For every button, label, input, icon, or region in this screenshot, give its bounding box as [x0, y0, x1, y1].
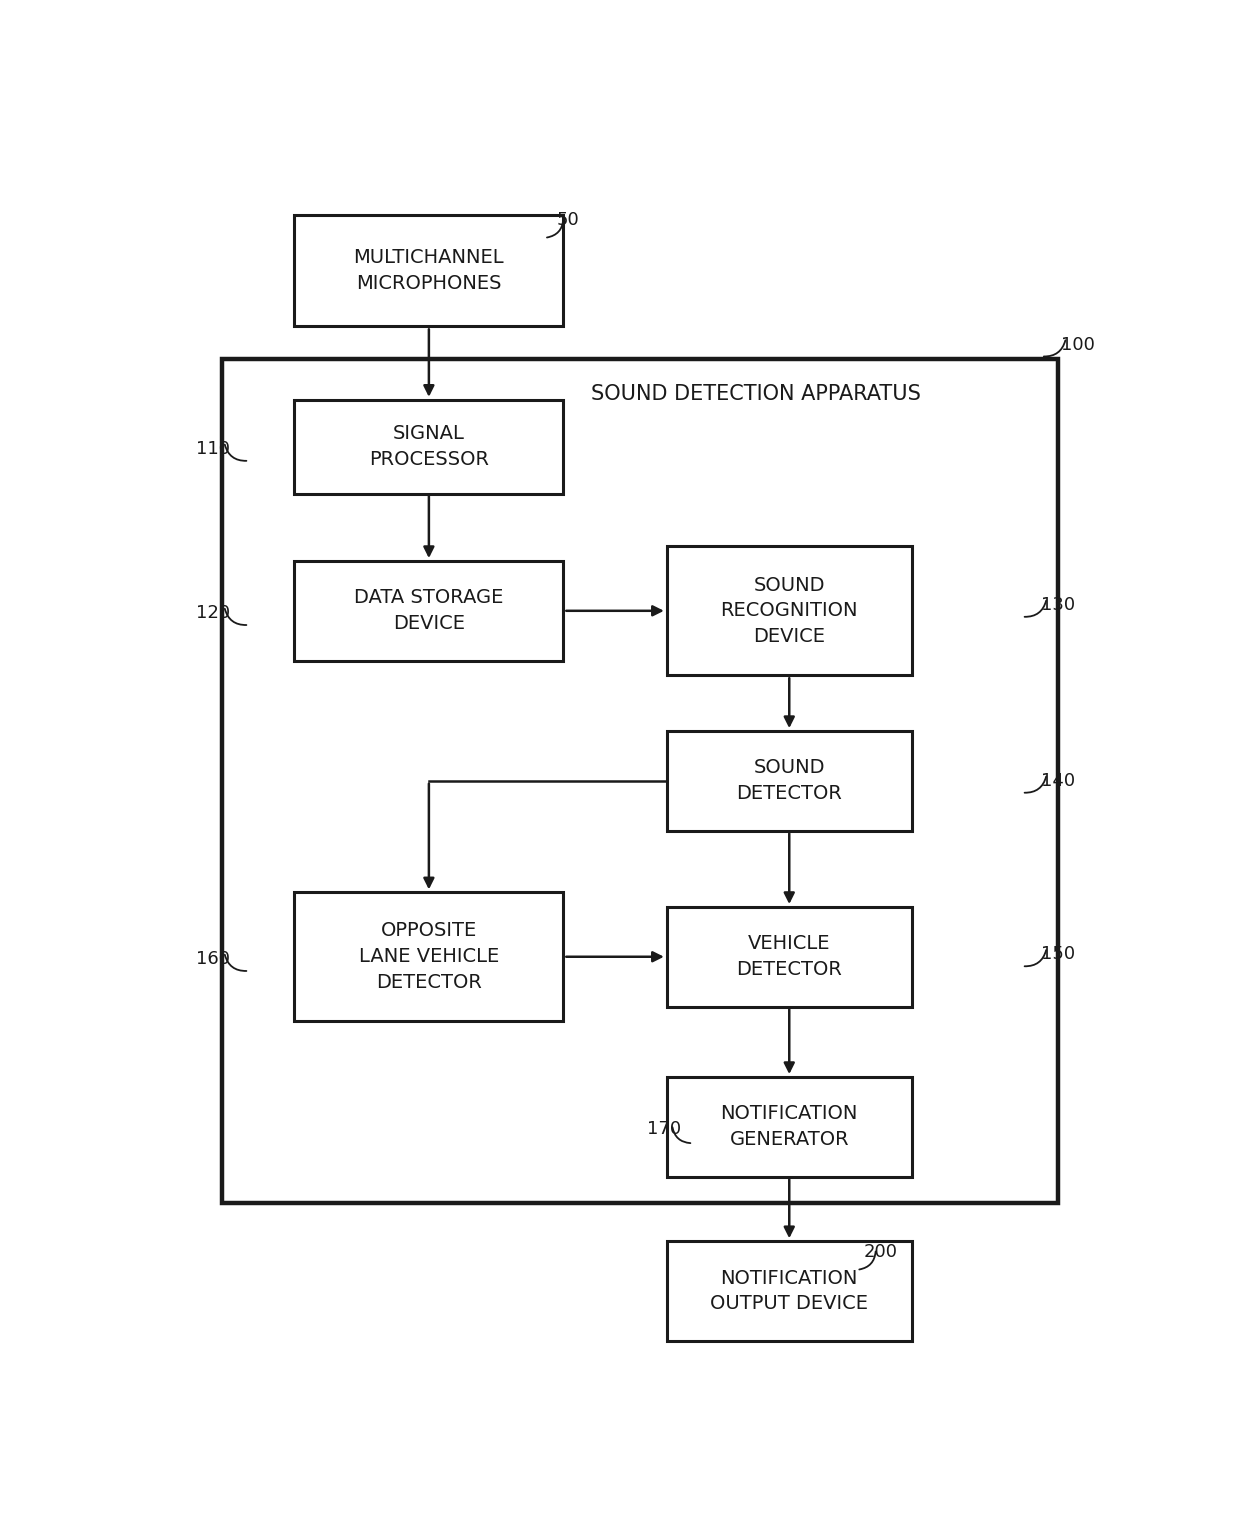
Text: NOTIFICATION
OUTPUT DEVICE: NOTIFICATION OUTPUT DEVICE: [711, 1269, 868, 1313]
Text: SOUND
DETECTOR: SOUND DETECTOR: [737, 758, 842, 803]
Bar: [222, 359, 1058, 1203]
Text: 130: 130: [1042, 595, 1075, 614]
Text: 150: 150: [1042, 946, 1075, 964]
Text: NOTIFICATION
GENERATOR: NOTIFICATION GENERATOR: [720, 1104, 858, 1150]
Text: MULTICHANNEL
MICROPHONES: MULTICHANNEL MICROPHONES: [353, 248, 505, 292]
FancyBboxPatch shape: [294, 560, 563, 661]
Text: 160: 160: [196, 950, 229, 969]
FancyBboxPatch shape: [294, 892, 563, 1022]
Text: OPPOSITE
LANE VEHICLE
DETECTOR: OPPOSITE LANE VEHICLE DETECTOR: [358, 921, 498, 991]
FancyBboxPatch shape: [667, 1241, 911, 1340]
FancyBboxPatch shape: [294, 215, 563, 326]
FancyBboxPatch shape: [667, 1077, 911, 1177]
Text: 200: 200: [863, 1243, 898, 1261]
FancyBboxPatch shape: [294, 399, 563, 493]
Text: 170: 170: [647, 1119, 682, 1138]
Text: 50: 50: [557, 212, 579, 230]
Text: 110: 110: [196, 440, 229, 458]
FancyBboxPatch shape: [667, 731, 911, 830]
Text: 140: 140: [1042, 772, 1075, 790]
Text: 100: 100: [1060, 335, 1095, 353]
Text: VEHICLE
DETECTOR: VEHICLE DETECTOR: [737, 935, 842, 979]
Text: DATA STORAGE
DEVICE: DATA STORAGE DEVICE: [355, 588, 503, 634]
Text: 120: 120: [196, 605, 229, 621]
FancyBboxPatch shape: [667, 547, 911, 675]
Text: SOUND DETECTION APPARATUS: SOUND DETECTION APPARATUS: [590, 384, 920, 404]
Text: SOUND
RECOGNITION
DEVICE: SOUND RECOGNITION DEVICE: [720, 576, 858, 646]
Text: SIGNAL
PROCESSOR: SIGNAL PROCESSOR: [368, 425, 489, 469]
FancyBboxPatch shape: [667, 906, 911, 1007]
